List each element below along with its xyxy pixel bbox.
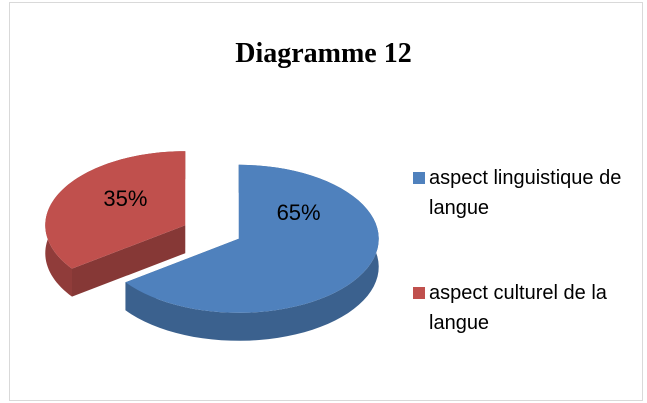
legend-swatch (413, 172, 425, 184)
legend-item: aspect linguistique de langue (413, 163, 643, 223)
data-label: 35% (103, 186, 148, 212)
data-label: 65% (276, 199, 321, 225)
chart-title: Diagramme 12 (235, 38, 412, 69)
pie-cut-face (72, 225, 186, 297)
pie-side (125, 164, 379, 341)
chart-border (9, 2, 643, 401)
legend-label: aspect linguistique de langue (429, 167, 622, 219)
legend-label: aspect culturel de la langue (429, 282, 607, 334)
legend-item: aspect culturel de la langue (413, 278, 643, 338)
pie-slice (125, 164, 379, 313)
pie-slice (45, 151, 186, 269)
legend-swatch (413, 287, 425, 299)
